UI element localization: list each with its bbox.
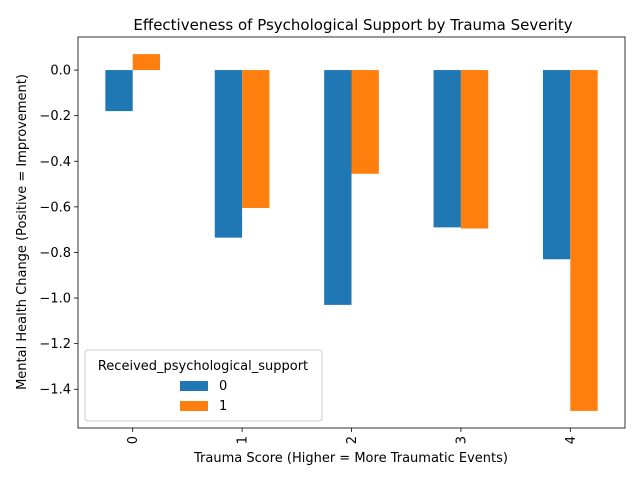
bar-series-1-cat-2 — [351, 70, 379, 174]
x-axis-label: Trauma Score (Higher = More Traumatic Ev… — [193, 451, 508, 466]
legend-label-0: 0 — [219, 379, 227, 394]
x-tick-label: 4 — [564, 436, 579, 444]
y-tick-label: 0.0 — [50, 64, 71, 79]
legend-title: Received_psychological_support — [98, 359, 308, 374]
legend-swatch-0 — [180, 381, 208, 391]
y-tick-label: −1.2 — [39, 337, 71, 352]
y-axis: −1.4 −1.2 −1.0 −0.8 −0.6 −0.4 −0.2 0.0 — [39, 64, 78, 398]
y-tick-label: −0.8 — [39, 246, 71, 261]
x-tick-label: 0 — [126, 436, 141, 444]
x-tick-label: 2 — [345, 436, 360, 444]
x-axis: 0 1 2 3 4 — [126, 428, 579, 444]
bar-series-1-cat-3 — [460, 70, 489, 229]
legend: Received_psychological_support 0 1 — [84, 349, 323, 422]
x-tick-label: 3 — [454, 436, 469, 444]
legend-label-1: 1 — [219, 399, 227, 414]
bar-series-0-cat-4 — [542, 70, 571, 260]
chart-title: Effectiveness of Psychological Support b… — [133, 16, 572, 34]
bar-series-1-cat-0 — [132, 54, 161, 71]
bars-group — [105, 54, 598, 411]
y-tick-label: −1.4 — [39, 383, 71, 398]
bar-series-0-cat-1 — [214, 70, 243, 238]
bar-series-0-cat-2 — [324, 70, 352, 305]
bar-series-0-cat-3 — [433, 70, 461, 228]
y-axis-label: Mental Health Change (Positive = Improve… — [15, 74, 30, 390]
y-tick-label: −0.2 — [39, 109, 71, 124]
y-tick-label: −0.6 — [39, 200, 71, 215]
y-tick-label: −1.0 — [39, 292, 71, 307]
bar-series-1-cat-4 — [570, 70, 598, 411]
y-tick-label: −0.4 — [39, 155, 71, 170]
bar-series-1-cat-1 — [242, 70, 270, 208]
bar-series-0-cat-0 — [105, 70, 133, 112]
x-tick-label: 1 — [236, 436, 251, 444]
legend-swatch-1 — [180, 401, 208, 411]
